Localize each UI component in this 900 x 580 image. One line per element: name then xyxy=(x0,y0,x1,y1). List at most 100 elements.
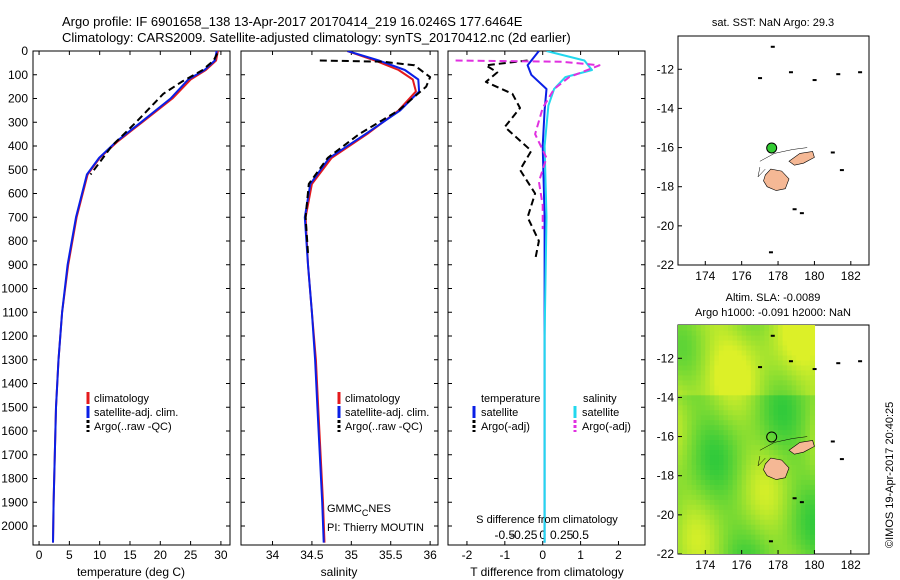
sla-cell xyxy=(782,534,788,540)
sla-cell xyxy=(746,534,752,540)
sla-cell xyxy=(755,424,761,431)
sla-cell xyxy=(746,369,752,376)
sla-cell xyxy=(800,349,806,356)
small-island xyxy=(768,540,773,543)
sla-cell xyxy=(705,499,711,505)
sla-cell xyxy=(741,404,747,411)
sla-cell xyxy=(687,454,693,461)
sla-cell xyxy=(696,524,702,530)
salinity-x-axis: 34 34.5 35 35.5 36 xyxy=(266,51,437,562)
sla-cell xyxy=(787,379,793,386)
sla-cell xyxy=(700,404,706,411)
sla-cell xyxy=(768,534,775,540)
sla-cell xyxy=(764,479,770,485)
sla-cell xyxy=(741,464,747,470)
sla-cell xyxy=(687,449,693,456)
sla-cell xyxy=(741,364,747,371)
sla-cell xyxy=(732,519,738,525)
sla-cell xyxy=(700,384,706,391)
sla-cell xyxy=(805,389,811,396)
sla-cell xyxy=(764,354,770,361)
sla-cell xyxy=(782,504,788,510)
sla-cell xyxy=(778,499,784,505)
sla-cell xyxy=(809,529,816,535)
sla-cell xyxy=(728,514,734,520)
sla-cell xyxy=(741,349,747,356)
sla-cell xyxy=(682,484,688,490)
sla-cell xyxy=(750,409,756,416)
sla-cell xyxy=(718,484,725,490)
sla-cell xyxy=(773,484,779,490)
sla-cell xyxy=(705,389,711,396)
sla-cell xyxy=(718,499,725,505)
sla-cell xyxy=(764,474,770,480)
sla-cell xyxy=(764,374,770,381)
sla-cell xyxy=(759,404,766,411)
depth-tick-label: 1100 xyxy=(2,305,28,319)
sla-cell xyxy=(750,339,756,346)
x-tick-label: 2 xyxy=(615,548,622,562)
sla-cell xyxy=(700,509,706,515)
sla-cell xyxy=(796,529,802,535)
gmmc-text: GMMCCNES xyxy=(327,503,391,518)
sla-cell xyxy=(796,519,802,525)
sla-cell xyxy=(782,364,788,371)
sla-cell xyxy=(755,364,761,371)
depth-tick-label: 800 xyxy=(8,234,28,248)
sla-cell xyxy=(759,349,766,356)
sla-cell xyxy=(755,414,761,421)
sla-cell xyxy=(796,434,802,441)
sla-cell xyxy=(782,404,788,411)
sla-cell xyxy=(714,539,720,545)
sla-cell xyxy=(809,369,816,376)
sla-cell xyxy=(705,514,711,520)
sla-cell xyxy=(787,344,793,351)
sla-cell xyxy=(732,549,738,554)
sla-cell xyxy=(696,354,702,361)
sla-cell xyxy=(750,329,756,336)
sla-cell xyxy=(732,364,738,371)
sla-cell xyxy=(691,474,697,480)
sla-cell xyxy=(687,434,693,441)
sla-cell xyxy=(768,389,775,396)
sla-cell xyxy=(764,379,770,386)
sla-cell xyxy=(791,469,797,475)
sla-cell xyxy=(678,529,684,535)
sla-cell xyxy=(791,474,797,480)
sla-cell xyxy=(737,329,743,336)
sla-cell xyxy=(718,334,725,341)
sla-cell xyxy=(755,549,761,554)
sla-cell xyxy=(714,549,720,554)
sla-cell xyxy=(809,334,816,341)
sla-cell xyxy=(768,334,775,341)
sla-cell xyxy=(809,449,816,456)
sla-cell xyxy=(709,459,715,465)
sla-cell xyxy=(728,419,734,426)
sla-cell xyxy=(714,359,720,366)
sla-cell xyxy=(773,534,779,540)
sla-cell xyxy=(759,359,766,366)
sla-cell xyxy=(773,449,779,456)
sla-cell xyxy=(687,349,693,356)
sla-cell xyxy=(764,509,770,515)
sla-cell xyxy=(723,499,729,505)
sla-cell xyxy=(678,414,684,421)
x-tick-label: 1 xyxy=(577,548,584,562)
sla-cell xyxy=(700,325,706,331)
series-line-satellite-adj-clim- xyxy=(52,51,218,543)
sla-cell xyxy=(809,354,816,361)
sla-cell xyxy=(746,389,752,396)
depth-tick-label: 200 xyxy=(8,92,28,106)
sla-cell xyxy=(741,484,747,490)
sla-cell xyxy=(768,329,775,336)
reef-outline xyxy=(759,147,808,162)
sla-cell xyxy=(687,364,693,371)
sla-cell xyxy=(778,484,784,490)
sla-cell xyxy=(759,479,766,485)
sla-cell xyxy=(714,544,720,550)
sla-cell xyxy=(691,534,697,540)
sla-cell xyxy=(778,374,784,381)
sla-cell xyxy=(737,334,743,341)
sla-cell xyxy=(687,539,693,545)
sla-cell xyxy=(687,519,693,525)
